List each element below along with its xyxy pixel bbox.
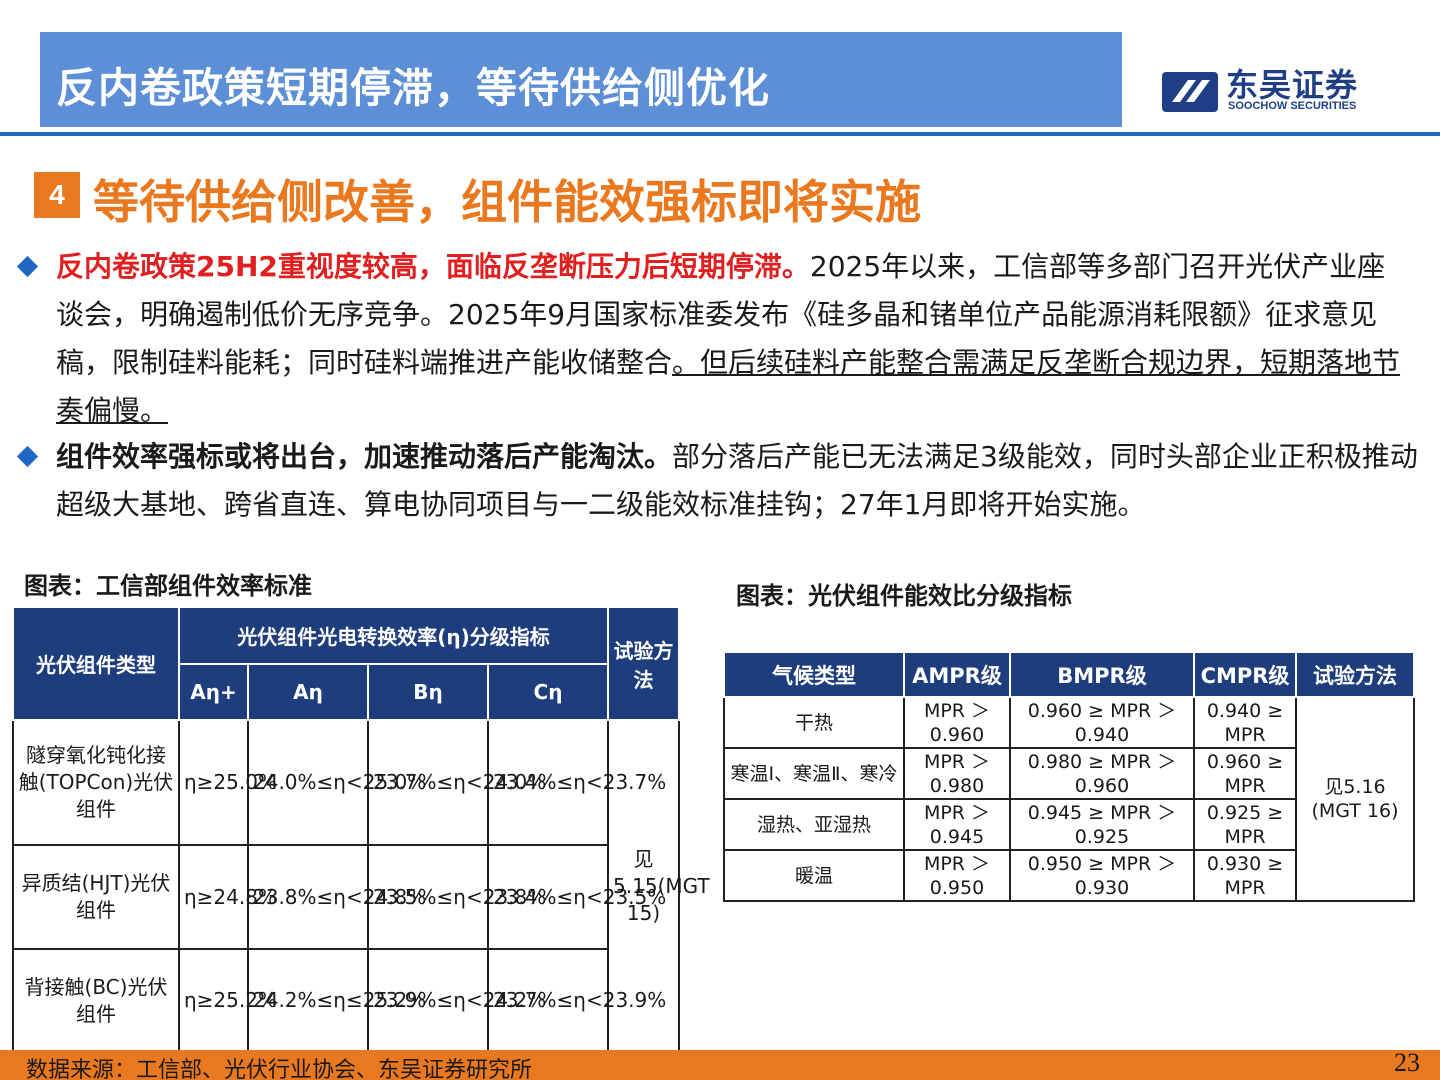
cell-b: 23.9%≤η<24.2% <box>367 948 546 1053</box>
subheader-b: Bη <box>367 663 489 721</box>
efficiency-standard-table: 光伏组件类型 光伏组件光电转换效率(η)分级指标 试验方法 Aη+ Aη Bη … <box>12 606 710 1053</box>
bullet-2-body: 部分落后产能已无法满足3级能效，同时头部企业正积极推动超级大基地、跨省直连、算电… <box>56 440 1418 521</box>
ampr-cell: MPR ＞ 0.945 <box>903 798 1011 851</box>
table-row: 寒温Ⅰ、寒温Ⅱ、寒冷 MPR ＞ 0.980 0.980 ≥ MPR ＞ 0.9… <box>723 747 1414 800</box>
footer-bar <box>0 1050 1440 1080</box>
section-number-badge: 4 <box>34 172 80 218</box>
row-type: 隧穿氧化钝化接触(TOPCon)光伏组件 <box>12 719 180 846</box>
bullet-2-lead: 组件效率强标或将出台，加速推动落后产能淘汰。 <box>56 440 673 473</box>
cell-b: 23.5%≤η<23.8% <box>367 844 546 950</box>
subheader-a-plus: Aη+ <box>178 663 249 721</box>
climate-cell: 湿热、亚湿热 <box>723 798 905 851</box>
cell-a-plus: η≥25.0% <box>178 719 277 846</box>
bullet-paragraph-1: 反内卷政策25H2重视度较高，面临反垄断压力后短期停滞。2025年以来，工信部等… <box>56 243 1406 435</box>
energy-efficiency-ratio-table: 气候类型 AMPR级 BMPR级 CMPR级 试验方法 干热 MPR ＞ 0.9… <box>723 651 1415 902</box>
diamond-bullet-icon <box>16 445 39 468</box>
bullet-1-lead: 反内卷政策25H2重视度较高，面临反垄断压力后短期停滞。 <box>56 250 810 283</box>
climate-cell: 暖温 <box>723 849 905 902</box>
table-row: 暖温 MPR ＞ 0.950 0.950 ≥ MPR ＞ 0.930 0.930… <box>723 849 1414 902</box>
ampr-cell: MPR ＞ 0.960 <box>903 696 1011 749</box>
cmpr-cell: 0.960 ≥ MPR <box>1193 747 1297 800</box>
bullet-1-body: 2025年以来，工信部等多部门召开光伏产业座谈会，明确遏制低价无序竞争。2025… <box>56 250 1386 379</box>
page-title: 反内卷政策短期停滞，等待供给侧优化 <box>56 64 770 112</box>
table2-caption: 图表：光伏组件能效比分级指标 <box>736 582 1072 610</box>
subheader-c: Cη <box>486 663 610 721</box>
test-method-cell: 见5.16 (MGT 16) <box>1295 696 1415 902</box>
row-type: 背接触(BC)光伏组件 <box>12 948 180 1053</box>
cmpr-cell: 0.925 ≥ MPR <box>1193 798 1297 851</box>
subheader-a: Aη <box>247 663 369 721</box>
row-type: 异质结(HJT)光伏组件 <box>12 844 180 950</box>
table-row: 湿热、亚湿热 MPR ＞ 0.945 0.945 ≥ MPR ＞ 0.925 0… <box>723 798 1414 851</box>
cell-a: 23.8%≤η<24.8% <box>247 844 426 950</box>
header-ampr: AMPR级 <box>903 651 1011 698</box>
bmpr-cell: 0.960 ≥ MPR ＞ 0.940 <box>1009 696 1195 749</box>
cell-a: 24.2%≤η≤25.2% <box>247 948 426 1053</box>
table1-caption: 图表：工信部组件效率标准 <box>24 572 312 600</box>
diamond-bullet-icon <box>16 255 39 278</box>
header-test-method: 试验方法 <box>607 606 681 721</box>
bmpr-cell: 0.950 ≥ MPR ＞ 0.930 <box>1009 849 1195 902</box>
cmpr-cell: 0.940 ≥ MPR <box>1193 696 1297 749</box>
cell-a-plus: η≥25.2% <box>178 948 277 1053</box>
ampr-cell: MPR ＞ 0.950 <box>903 849 1011 902</box>
title-bar: 反内卷政策短期停滞，等待供给侧优化 <box>40 32 1122 127</box>
page-number: 23 <box>1394 1048 1420 1077</box>
cell-a-plus: η≥24.8% <box>178 844 277 950</box>
header-divider <box>0 132 1440 136</box>
cmpr-cell: 0.930 ≥ MPR <box>1193 849 1297 902</box>
logo-en-text: SOOCHOW SECURITIES <box>1228 100 1357 112</box>
header-efficiency-group: 光伏组件光电转换效率(η)分级指标 <box>177 606 610 665</box>
cell-a: 24.0%≤η<25.0% <box>247 719 426 846</box>
cell-b: 23.7%≤η<24.0% <box>367 719 546 846</box>
cell-c: 23.7%≤η<23.9% <box>486 948 666 1053</box>
ampr-cell: MPR ＞ 0.980 <box>903 747 1011 800</box>
test-method-cell: 见5.15(MGT 15) <box>607 719 710 1053</box>
company-logo: 东吴证券 SOOCHOW SECURITIES <box>1160 66 1380 118</box>
cell-c: 23.4%≤η<23.7% <box>486 719 666 846</box>
climate-cell: 干热 <box>723 696 905 749</box>
header-bmpr: BMPR级 <box>1009 651 1195 698</box>
table-row: 隧穿氧化钝化接触(TOPCon)光伏组件 η≥25.0% 24.0%≤η<25.… <box>12 719 710 1053</box>
section-title: 等待供给侧改善，组件能效强标即将实施 <box>93 175 921 229</box>
table-row: 干热 MPR ＞ 0.960 0.960 ≥ MPR ＞ 0.940 0.940… <box>723 696 1415 902</box>
table-row: 异质结(HJT)光伏组件 η≥24.8% 23.8%≤η<24.8% 23.5%… <box>12 844 679 950</box>
header-test-method: 试验方法 <box>1295 651 1415 698</box>
data-source: 数据来源：工信部、光伏行业协会、东吴证券研究所 <box>26 1058 533 1080</box>
table-row: 背接触(BC)光伏组件 η≥25.2% 24.2%≤η≤25.2% 23.9%≤… <box>12 948 679 1053</box>
bullet-paragraph-2: 组件效率强标或将出台，加速推动落后产能淘汰。部分落后产能已无法满足3级能效，同时… <box>56 433 1428 529</box>
logo-cn-text: 东吴证券 <box>1226 66 1359 104</box>
header-climate: 气候类型 <box>723 651 905 698</box>
bmpr-cell: 0.945 ≥ MPR ＞ 0.925 <box>1009 798 1195 851</box>
climate-cell: 寒温Ⅰ、寒温Ⅱ、寒冷 <box>723 747 905 800</box>
cell-c: 23.4%≤η<23.5% <box>486 844 666 950</box>
soochow-logo-icon <box>1162 72 1218 112</box>
header-cmpr: CMPR级 <box>1193 651 1297 698</box>
header-module-type: 光伏组件类型 <box>12 606 180 721</box>
bmpr-cell: 0.980 ≥ MPR ＞ 0.960 <box>1009 747 1195 800</box>
bullet-1-underlined: 。但后续硅料产能整合需满足反垄断合规边界，短期落地节奏偏慢。 <box>56 346 1401 427</box>
